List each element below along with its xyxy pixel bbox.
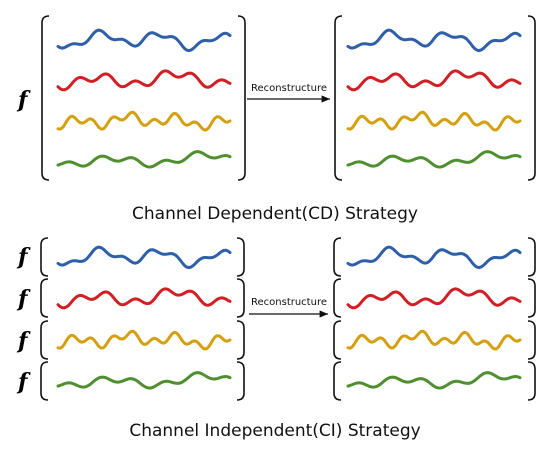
caption: Channel Dependent(CD) Strategy (132, 204, 418, 224)
function-label: f (16, 87, 31, 113)
matrix-bracket (333, 237, 342, 277)
matrix-bracket (236, 361, 245, 401)
function-label: f (16, 244, 31, 270)
signal-wave (346, 245, 522, 270)
arrow-label: Reconstructure (251, 297, 327, 308)
function-label: f (16, 369, 31, 395)
signal-wave (56, 150, 232, 169)
matrix-bracket (236, 278, 245, 318)
matrix-bracket (333, 320, 342, 360)
signal-wave (56, 329, 232, 351)
signal-wave (56, 69, 232, 92)
matrix-bracket (333, 361, 342, 401)
function-label: f (16, 328, 31, 354)
function-label: f (16, 286, 31, 312)
signal-wave (346, 287, 522, 310)
matrix-bracket (527, 320, 536, 360)
caption: Channel Independent(CI) Strategy (129, 421, 420, 441)
signal-wave (56, 287, 232, 310)
matrix-bracket (527, 361, 536, 401)
signal-wave (346, 371, 522, 390)
signal-wave (346, 69, 522, 92)
matrix-bracket (334, 15, 343, 181)
signal-wave (346, 28, 522, 53)
signal-wave (56, 28, 232, 53)
matrix-bracket (527, 15, 536, 181)
matrix-bracket (527, 237, 536, 277)
matrix-bracket (236, 320, 245, 360)
matrix-bracket (333, 278, 342, 318)
signal-wave (346, 110, 522, 132)
matrix-bracket (41, 15, 50, 181)
matrix-bracket (40, 278, 49, 318)
matrix-bracket (40, 320, 49, 360)
matrix-bracket (236, 237, 245, 277)
signal-wave (346, 329, 522, 351)
signal-wave (56, 110, 232, 132)
matrix-bracket (40, 237, 49, 277)
signal-wave (56, 245, 232, 270)
arrow-label: Reconstructure (251, 83, 327, 94)
matrix-bracket (237, 15, 246, 181)
matrix-bracket (40, 361, 49, 401)
signal-wave (56, 371, 232, 390)
matrix-bracket (527, 278, 536, 318)
signal-wave (346, 150, 522, 169)
